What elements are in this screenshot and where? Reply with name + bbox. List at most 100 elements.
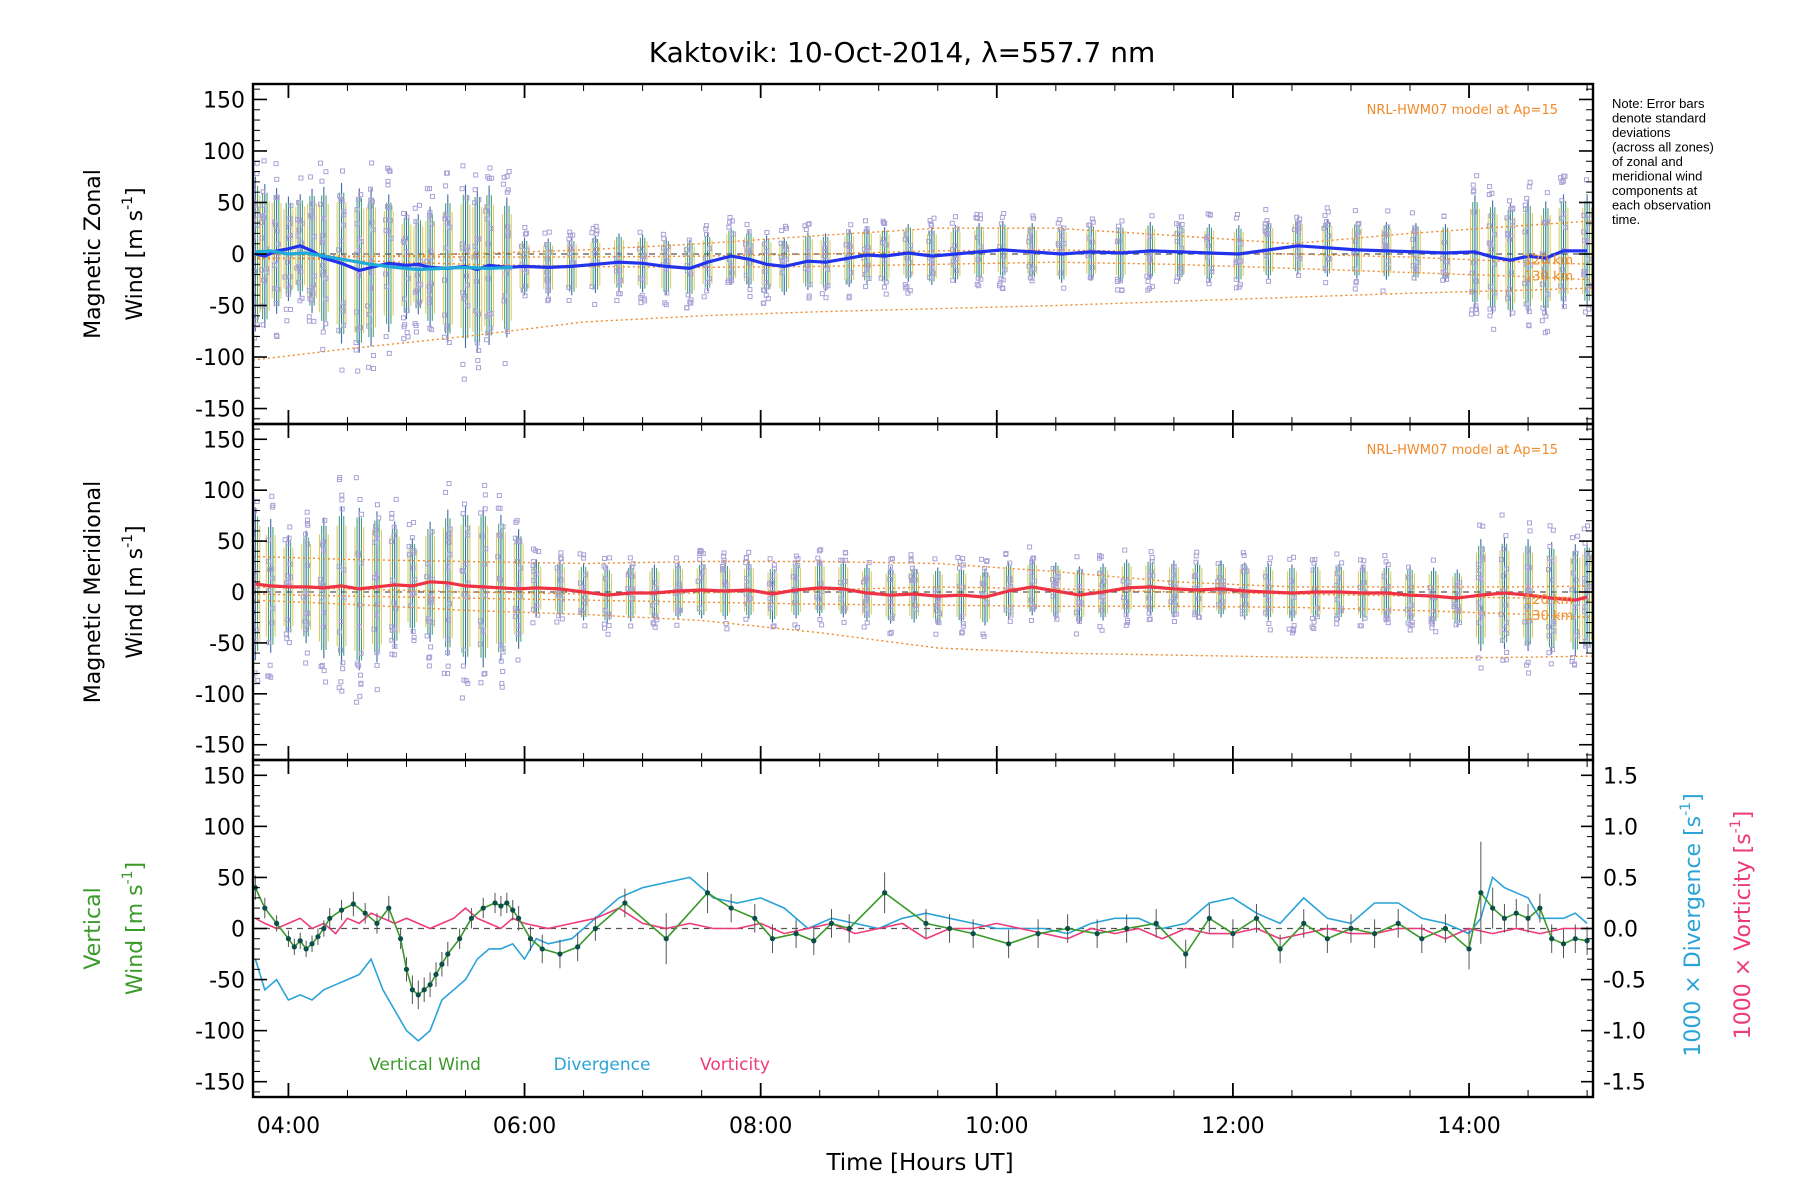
y-label-line1: Magnetic Zonal xyxy=(81,169,106,339)
scatter-point xyxy=(254,171,260,177)
scatter-point xyxy=(629,564,635,570)
scatter-point xyxy=(425,616,431,622)
scatter-point xyxy=(1324,205,1330,211)
scatter-point xyxy=(764,229,770,235)
scatter-point xyxy=(323,275,329,281)
scatter-point xyxy=(1573,577,1579,583)
scatter-point xyxy=(356,235,362,241)
scatter-point xyxy=(320,539,326,545)
scatter-point xyxy=(1176,222,1182,228)
scatter-point xyxy=(269,566,275,572)
scatter-point xyxy=(253,182,256,188)
model-curve-130-km xyxy=(253,593,1593,619)
scatter-point xyxy=(783,246,789,252)
scatter-point xyxy=(473,172,479,178)
scatter-point xyxy=(1543,313,1549,319)
data-point xyxy=(1301,920,1307,926)
scatter-point xyxy=(424,258,430,264)
scatter-point xyxy=(286,224,292,230)
scatter-point xyxy=(1267,555,1273,561)
data-point xyxy=(1371,931,1378,937)
scatter-point xyxy=(975,235,981,241)
scatter-point xyxy=(819,622,825,628)
scatter-point xyxy=(1007,618,1013,624)
scatter-point xyxy=(1168,580,1174,586)
scatter-point xyxy=(1243,601,1249,607)
scatter-point xyxy=(1030,213,1036,219)
scatter-point xyxy=(1504,649,1510,655)
scatter-point xyxy=(1571,558,1577,564)
scatter-point xyxy=(903,285,909,291)
data-point xyxy=(1525,915,1531,921)
scatter-point xyxy=(1488,284,1494,290)
scatter-point xyxy=(1334,616,1340,622)
scatter-point xyxy=(1575,533,1581,539)
scatter-point xyxy=(340,666,346,672)
scatter-point xyxy=(1058,270,1064,276)
scatter-point xyxy=(1334,613,1340,619)
scatter-point xyxy=(558,577,564,583)
scatter-point xyxy=(674,622,680,628)
scatter-point xyxy=(1559,267,1565,273)
scatter-point xyxy=(723,581,729,587)
scatter-point xyxy=(703,255,709,261)
scatter-point xyxy=(285,540,291,546)
scatter-point xyxy=(1145,287,1151,293)
data-point xyxy=(510,907,516,913)
scatter-point xyxy=(1353,278,1359,284)
scatter-point xyxy=(1582,581,1588,587)
scatter-point xyxy=(816,605,822,611)
scatter-point xyxy=(688,300,694,306)
scatter-point xyxy=(410,565,416,571)
y-tick-label: 100 xyxy=(203,815,245,840)
scatter-point xyxy=(1383,559,1389,565)
scatter-point xyxy=(389,637,395,643)
scatter-point xyxy=(320,263,326,269)
scatter-point xyxy=(1314,614,1320,620)
scatter-point xyxy=(518,243,524,249)
scatter-point xyxy=(848,222,854,228)
scatter-point xyxy=(1524,662,1530,668)
scatter-point xyxy=(545,288,551,294)
scatter-point xyxy=(376,515,382,521)
data-point xyxy=(315,934,321,940)
scatter-point xyxy=(544,256,550,262)
scatter-point xyxy=(1547,555,1553,561)
scatter-point xyxy=(472,187,478,193)
scatter-point xyxy=(353,340,359,346)
scatter-point xyxy=(372,530,378,536)
scatter-point xyxy=(443,489,449,495)
data-point xyxy=(1395,920,1401,926)
scatter-point xyxy=(1193,553,1199,559)
scatter-point xyxy=(1053,577,1059,583)
scatter-point xyxy=(476,311,482,317)
note-line: (across all zones) xyxy=(1612,140,1714,155)
scatter-point xyxy=(1355,222,1361,228)
scatter-point xyxy=(650,620,656,626)
scatter-point xyxy=(270,606,276,612)
right-label-vorticity: 1000 × Vorticity [s-1] xyxy=(1728,811,1756,1039)
scatter-point xyxy=(1358,557,1364,563)
scatter-point xyxy=(1385,208,1391,214)
scatter-point xyxy=(606,623,612,629)
scatter-point xyxy=(1407,610,1413,616)
scatter-point xyxy=(288,574,294,580)
scatter-point xyxy=(605,631,611,637)
scatter-point xyxy=(1311,560,1317,566)
scatter-point xyxy=(1487,313,1493,319)
data-point xyxy=(1324,936,1330,942)
scatter-point xyxy=(1050,566,1056,572)
scatter-point xyxy=(1584,240,1590,246)
scatter-point xyxy=(1120,578,1126,584)
scatter-point xyxy=(1339,560,1345,566)
scatter-point xyxy=(388,235,394,241)
scatter-point xyxy=(269,504,275,510)
data-point xyxy=(592,925,598,932)
data-point xyxy=(504,900,510,906)
scatter-point xyxy=(1382,242,1388,248)
scatter-point xyxy=(416,281,422,287)
scatter-point xyxy=(269,493,275,499)
scatter-point xyxy=(354,699,360,705)
scatter-point xyxy=(498,658,504,664)
scatter-point xyxy=(447,551,453,557)
